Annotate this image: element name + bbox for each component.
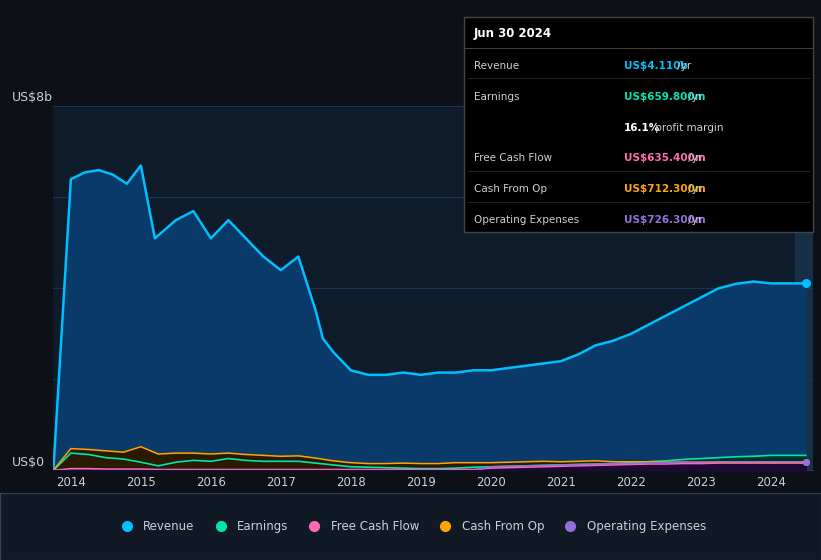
Text: Revenue: Revenue bbox=[474, 61, 519, 71]
Text: Earnings: Earnings bbox=[474, 92, 519, 102]
Text: Jun 30 2024: Jun 30 2024 bbox=[474, 27, 552, 40]
Text: US$0: US$0 bbox=[12, 455, 45, 469]
Text: 16.1%: 16.1% bbox=[624, 123, 660, 133]
Text: /yr: /yr bbox=[686, 184, 703, 194]
Text: /yr: /yr bbox=[686, 153, 703, 164]
Bar bbox=[796, 106, 813, 470]
Text: US$4.110b: US$4.110b bbox=[624, 61, 688, 71]
Text: /yr: /yr bbox=[686, 215, 703, 225]
Text: US$659.800m: US$659.800m bbox=[624, 92, 705, 102]
Text: US$8b: US$8b bbox=[12, 91, 53, 104]
Text: /yr: /yr bbox=[674, 61, 691, 71]
Text: /yr: /yr bbox=[686, 92, 703, 102]
Text: US$726.300m: US$726.300m bbox=[624, 215, 706, 225]
Legend: Revenue, Earnings, Free Cash Flow, Cash From Op, Operating Expenses: Revenue, Earnings, Free Cash Flow, Cash … bbox=[110, 515, 711, 538]
Text: profit margin: profit margin bbox=[652, 123, 723, 133]
Text: Cash From Op: Cash From Op bbox=[474, 184, 547, 194]
Text: Operating Expenses: Operating Expenses bbox=[474, 215, 579, 225]
Text: Free Cash Flow: Free Cash Flow bbox=[474, 153, 552, 164]
Text: US$712.300m: US$712.300m bbox=[624, 184, 706, 194]
Text: US$635.400m: US$635.400m bbox=[624, 153, 706, 164]
